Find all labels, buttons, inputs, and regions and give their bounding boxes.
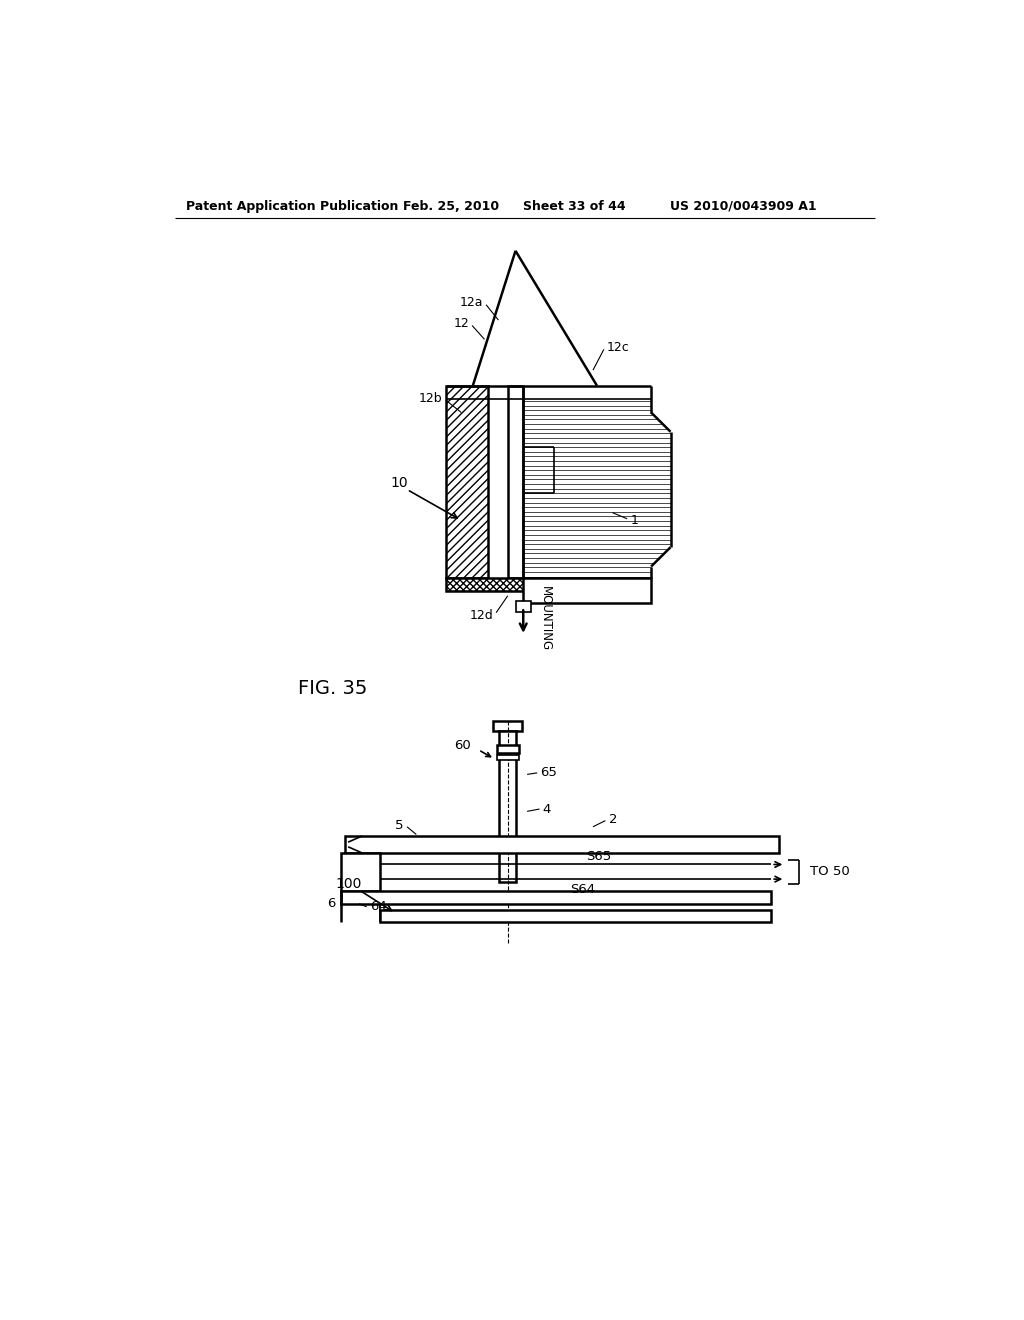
Text: S64: S64 — [570, 883, 596, 896]
Text: Feb. 25, 2010: Feb. 25, 2010 — [403, 199, 500, 213]
Bar — [380, 909, 771, 923]
Text: 12c: 12c — [607, 341, 630, 354]
Bar — [341, 891, 771, 904]
Text: 1: 1 — [630, 513, 638, 527]
Text: 6: 6 — [328, 898, 336, 911]
Bar — [497, 755, 518, 760]
Text: Patent Application Publication: Patent Application Publication — [186, 199, 398, 213]
Text: Sheet 33 of 44: Sheet 33 of 44 — [523, 199, 626, 213]
Text: 65: 65 — [541, 767, 557, 779]
Text: 2: 2 — [608, 813, 617, 825]
Text: MOUNTING: MOUNTING — [539, 586, 552, 651]
Bar — [523, 578, 651, 603]
Text: 100: 100 — [336, 876, 362, 891]
Text: 12a: 12a — [460, 296, 483, 309]
Text: 12d: 12d — [470, 609, 494, 622]
Text: 12b: 12b — [419, 392, 442, 405]
Bar — [497, 744, 518, 752]
Text: 10: 10 — [390, 477, 408, 490]
Bar — [341, 853, 380, 891]
Text: 4: 4 — [543, 803, 551, 816]
Text: TO 50: TO 50 — [810, 865, 850, 878]
Text: 12: 12 — [454, 317, 469, 330]
Bar — [515, 601, 531, 612]
Text: US 2010/0043909 A1: US 2010/0043909 A1 — [671, 199, 817, 213]
Bar — [508, 385, 523, 578]
Bar — [493, 721, 522, 731]
Text: FIG. 35: FIG. 35 — [299, 678, 368, 698]
Bar — [445, 578, 539, 591]
Text: S65: S65 — [586, 850, 611, 863]
Text: 64: 64 — [370, 900, 386, 913]
Bar — [445, 385, 488, 578]
Text: 5: 5 — [395, 818, 403, 832]
Bar — [345, 836, 779, 853]
Bar — [500, 731, 516, 882]
Text: 60: 60 — [455, 739, 471, 751]
